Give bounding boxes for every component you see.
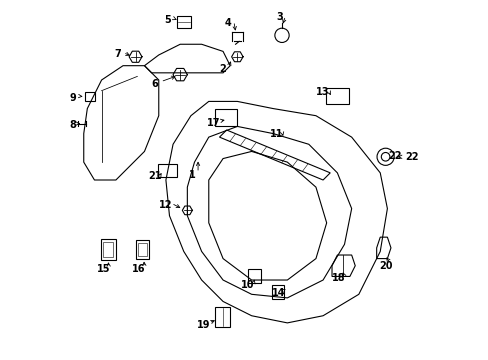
Text: 1: 1: [189, 170, 196, 180]
Text: 6: 6: [151, 78, 158, 89]
Text: 15: 15: [97, 264, 110, 274]
Text: 5: 5: [164, 15, 171, 25]
Text: 12: 12: [159, 200, 172, 210]
Text: 14: 14: [271, 288, 285, 297]
Text: 16: 16: [132, 264, 145, 274]
Text: 9: 9: [69, 93, 76, 103]
Text: 4: 4: [224, 18, 231, 28]
Text: 19: 19: [196, 320, 210, 330]
Text: 3: 3: [276, 13, 283, 22]
Text: 21: 21: [148, 171, 162, 181]
Text: 18: 18: [332, 273, 346, 283]
Text: 22: 22: [405, 152, 418, 162]
Text: 20: 20: [378, 261, 391, 271]
Text: 2: 2: [219, 64, 226, 74]
Text: 13: 13: [316, 87, 329, 98]
Text: 8: 8: [69, 120, 76, 130]
Text: 22: 22: [387, 151, 401, 161]
Text: 10: 10: [241, 280, 254, 291]
Text: 11: 11: [269, 129, 283, 139]
Text: 7: 7: [114, 49, 121, 59]
Text: 17: 17: [207, 118, 221, 128]
